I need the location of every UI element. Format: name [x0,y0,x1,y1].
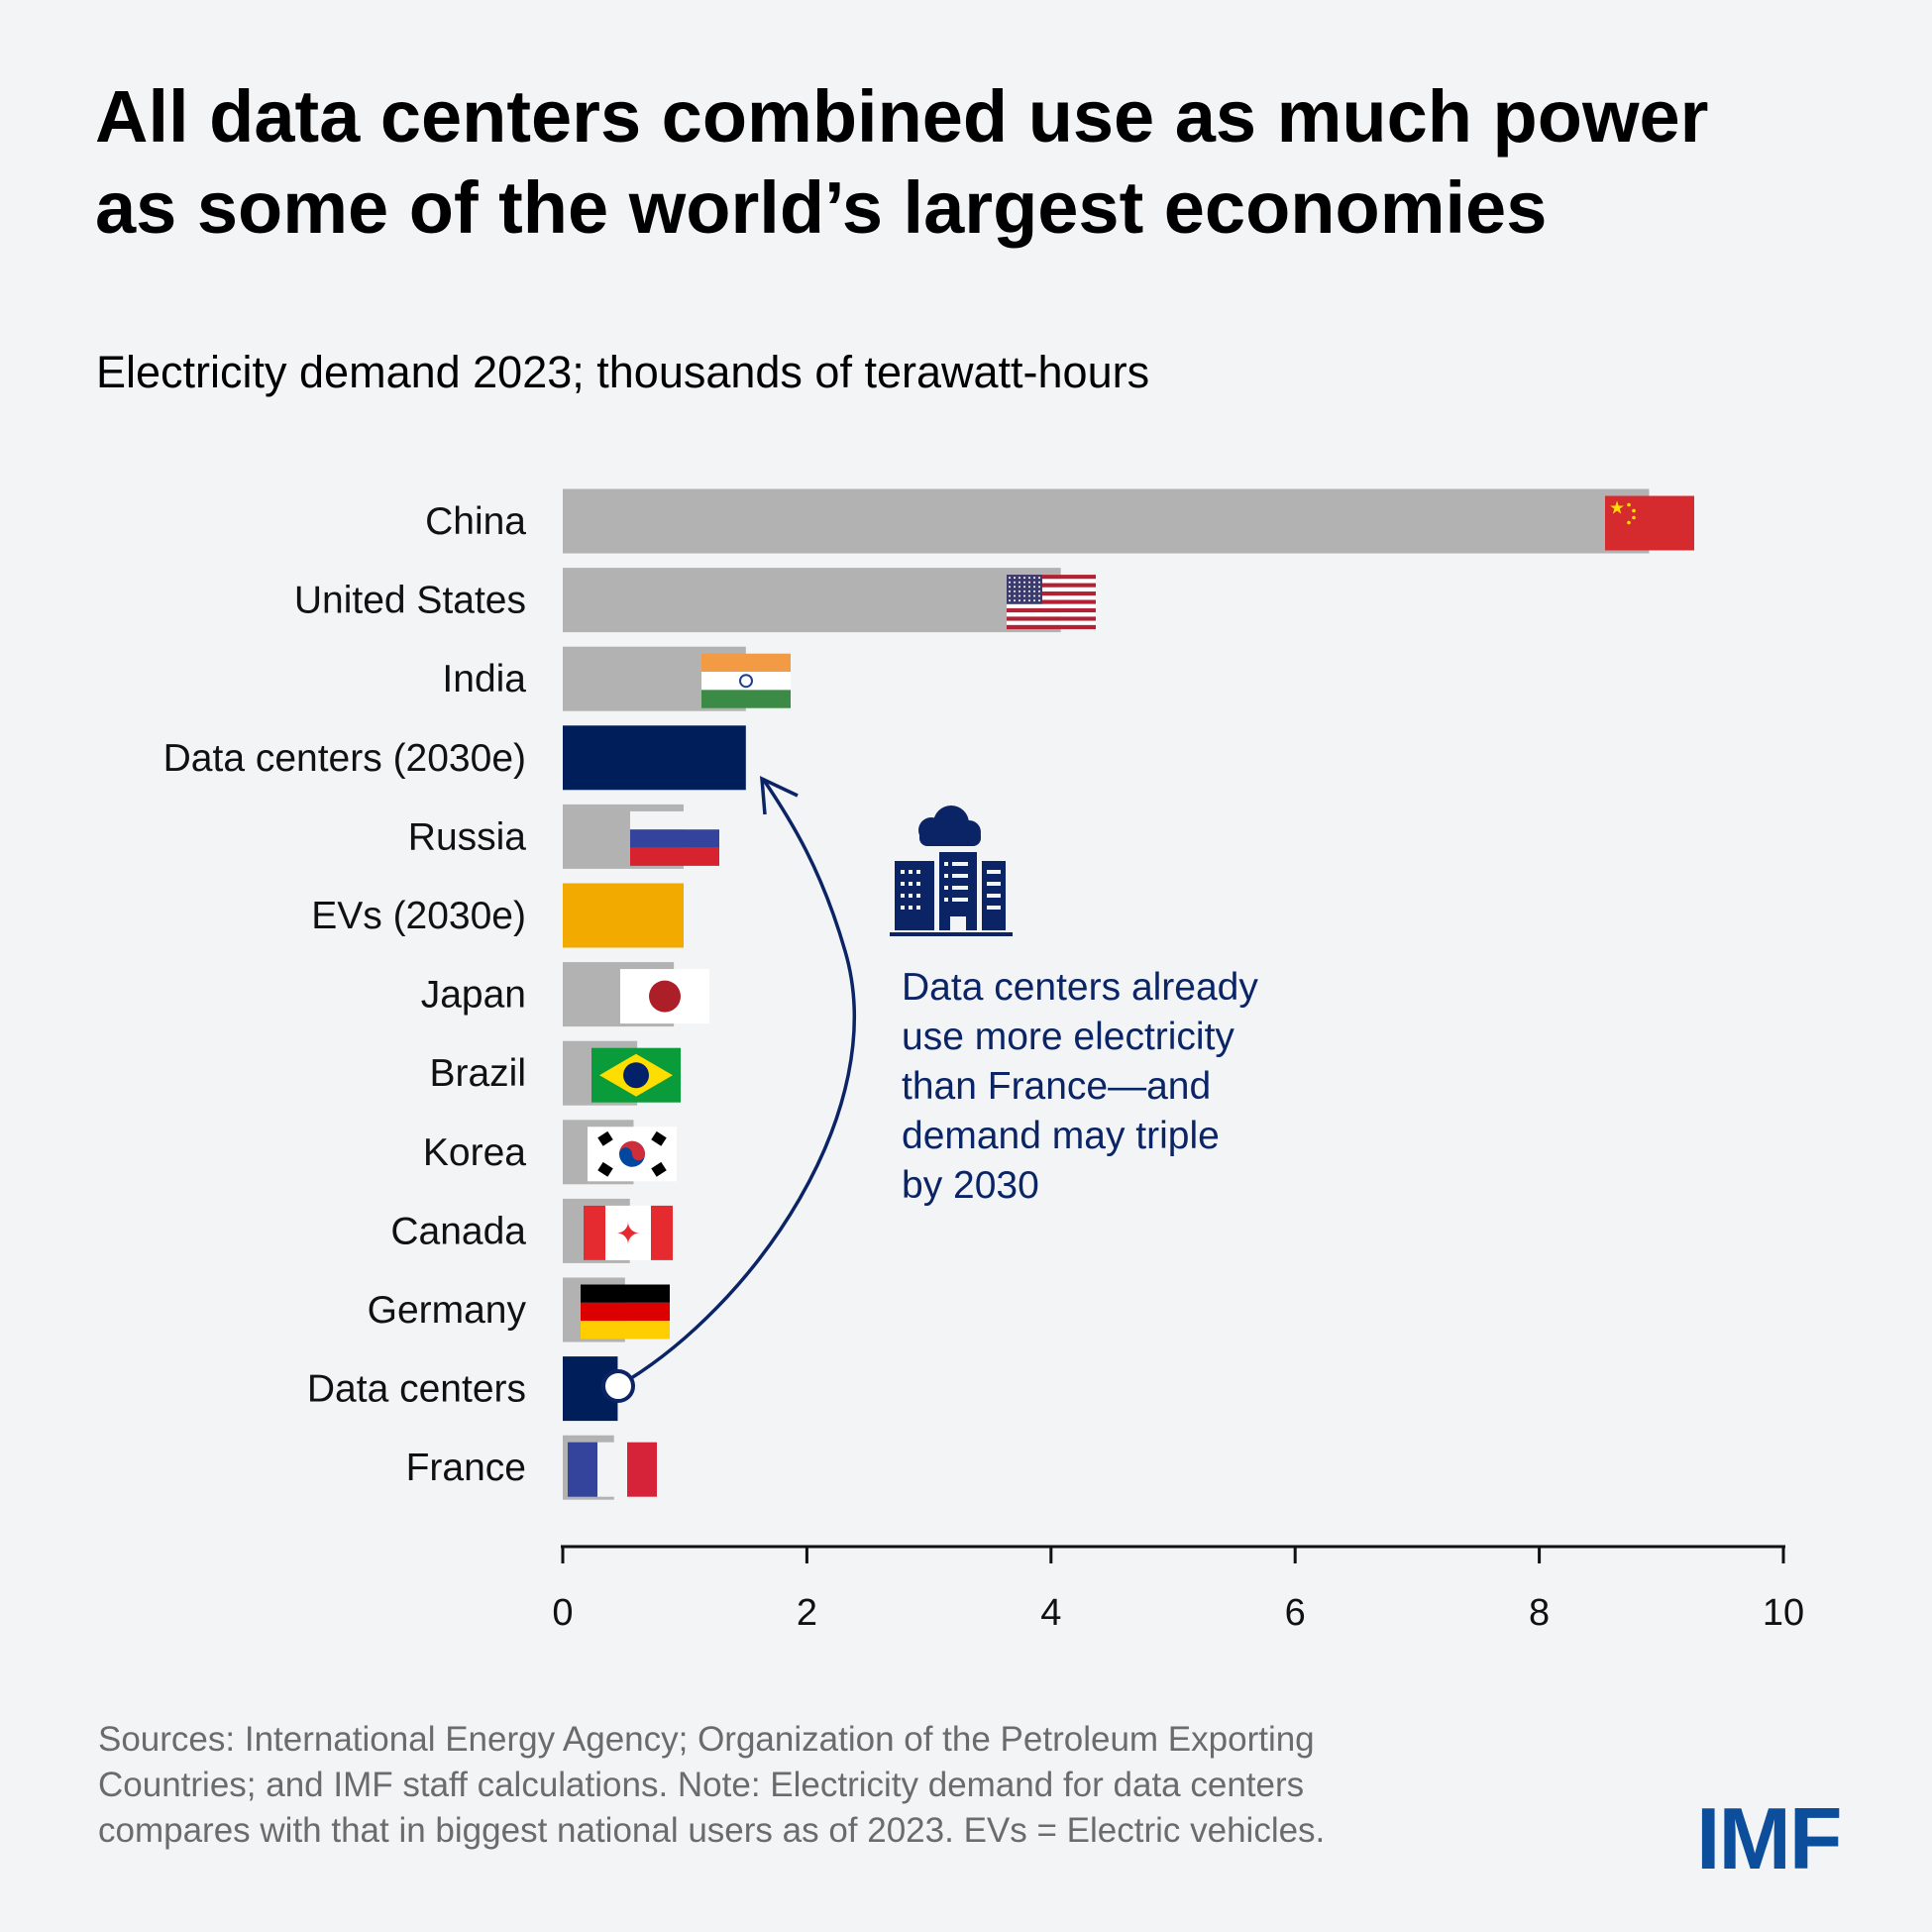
annotation-line: Data centers already [902,966,1258,1009]
japan-flag-icon [620,969,709,1024]
korea-flag-icon [588,1127,677,1182]
china-flag-icon: ★ [1605,495,1694,551]
imf-logo: IMF [1696,1789,1843,1887]
category-label: EVs (2030e) [311,895,526,937]
annotation-line: demand may triple [902,1115,1220,1157]
chart-subtitle: Electricity demand 2023; thousands of te… [96,347,1150,397]
chart-title: All data centers combined use as much po… [95,71,1878,254]
annotation-line: by 2030 [902,1164,1039,1207]
india-flag-icon [701,653,791,708]
germany-flag-icon [581,1284,670,1340]
category-label: Data centers (2030e) [163,737,526,780]
x-tick-label: 0 [552,1592,573,1634]
bar-china [563,488,1650,554]
x-tick-label: 4 [1040,1592,1061,1634]
annotation-arrow [601,776,856,1403]
x-tick-label: 6 [1285,1592,1306,1634]
category-label: Germany [368,1289,527,1332]
title-line: All data centers combined use as much po… [95,75,1709,158]
bar-data-centers-2030e [563,725,746,791]
footer-line: compares with that in biggest national u… [98,1811,1326,1850]
category-label: Brazil [429,1052,526,1095]
annotation-line: use more electricity [902,1016,1234,1058]
svg-text:✦: ✦ [615,1218,640,1250]
category-label: Russia [408,815,527,858]
category-label: France [406,1447,526,1489]
category-label: Data centers [307,1368,526,1411]
category-label: Canada [390,1210,526,1252]
russia-flag-icon [630,810,719,866]
category-label: India [442,658,526,700]
footer-line: Sources: International Energy Agency; Or… [98,1720,1315,1759]
category-label: Japan [421,974,526,1017]
svg-text:★: ★ [1609,498,1625,518]
france-flag-icon [568,1442,657,1497]
canada-flag-icon: ✦ [584,1205,673,1260]
category-label: Korea [423,1131,526,1174]
x-tick-label: 8 [1529,1592,1550,1634]
bar-evs-2030e [563,883,684,948]
brazil-flag-icon [591,1047,681,1103]
cloud-data-center-building-icon [890,805,1013,936]
bars-group: China ★ United States India Data centers (20… [163,488,1694,1500]
x-axis: 0 2 4 6 8 10 [552,1545,1804,1634]
x-tick-label: 2 [797,1592,817,1634]
source-note: Sources: International Energy Agency; Or… [98,1717,1325,1854]
annotation-line: than France—and [902,1065,1212,1108]
title-line: as some of the world’s largest economies [95,166,1548,249]
usa-flag-icon [1007,575,1096,630]
category-label: China [425,500,526,543]
x-tick-label: 10 [1763,1592,1804,1634]
footer-line: Countries; and IMF staff calculations. N… [98,1766,1305,1804]
annotation-text: Data centers already use more electricit… [902,963,1357,1211]
bar-united-states [563,568,1061,633]
category-label: United States [294,580,526,622]
